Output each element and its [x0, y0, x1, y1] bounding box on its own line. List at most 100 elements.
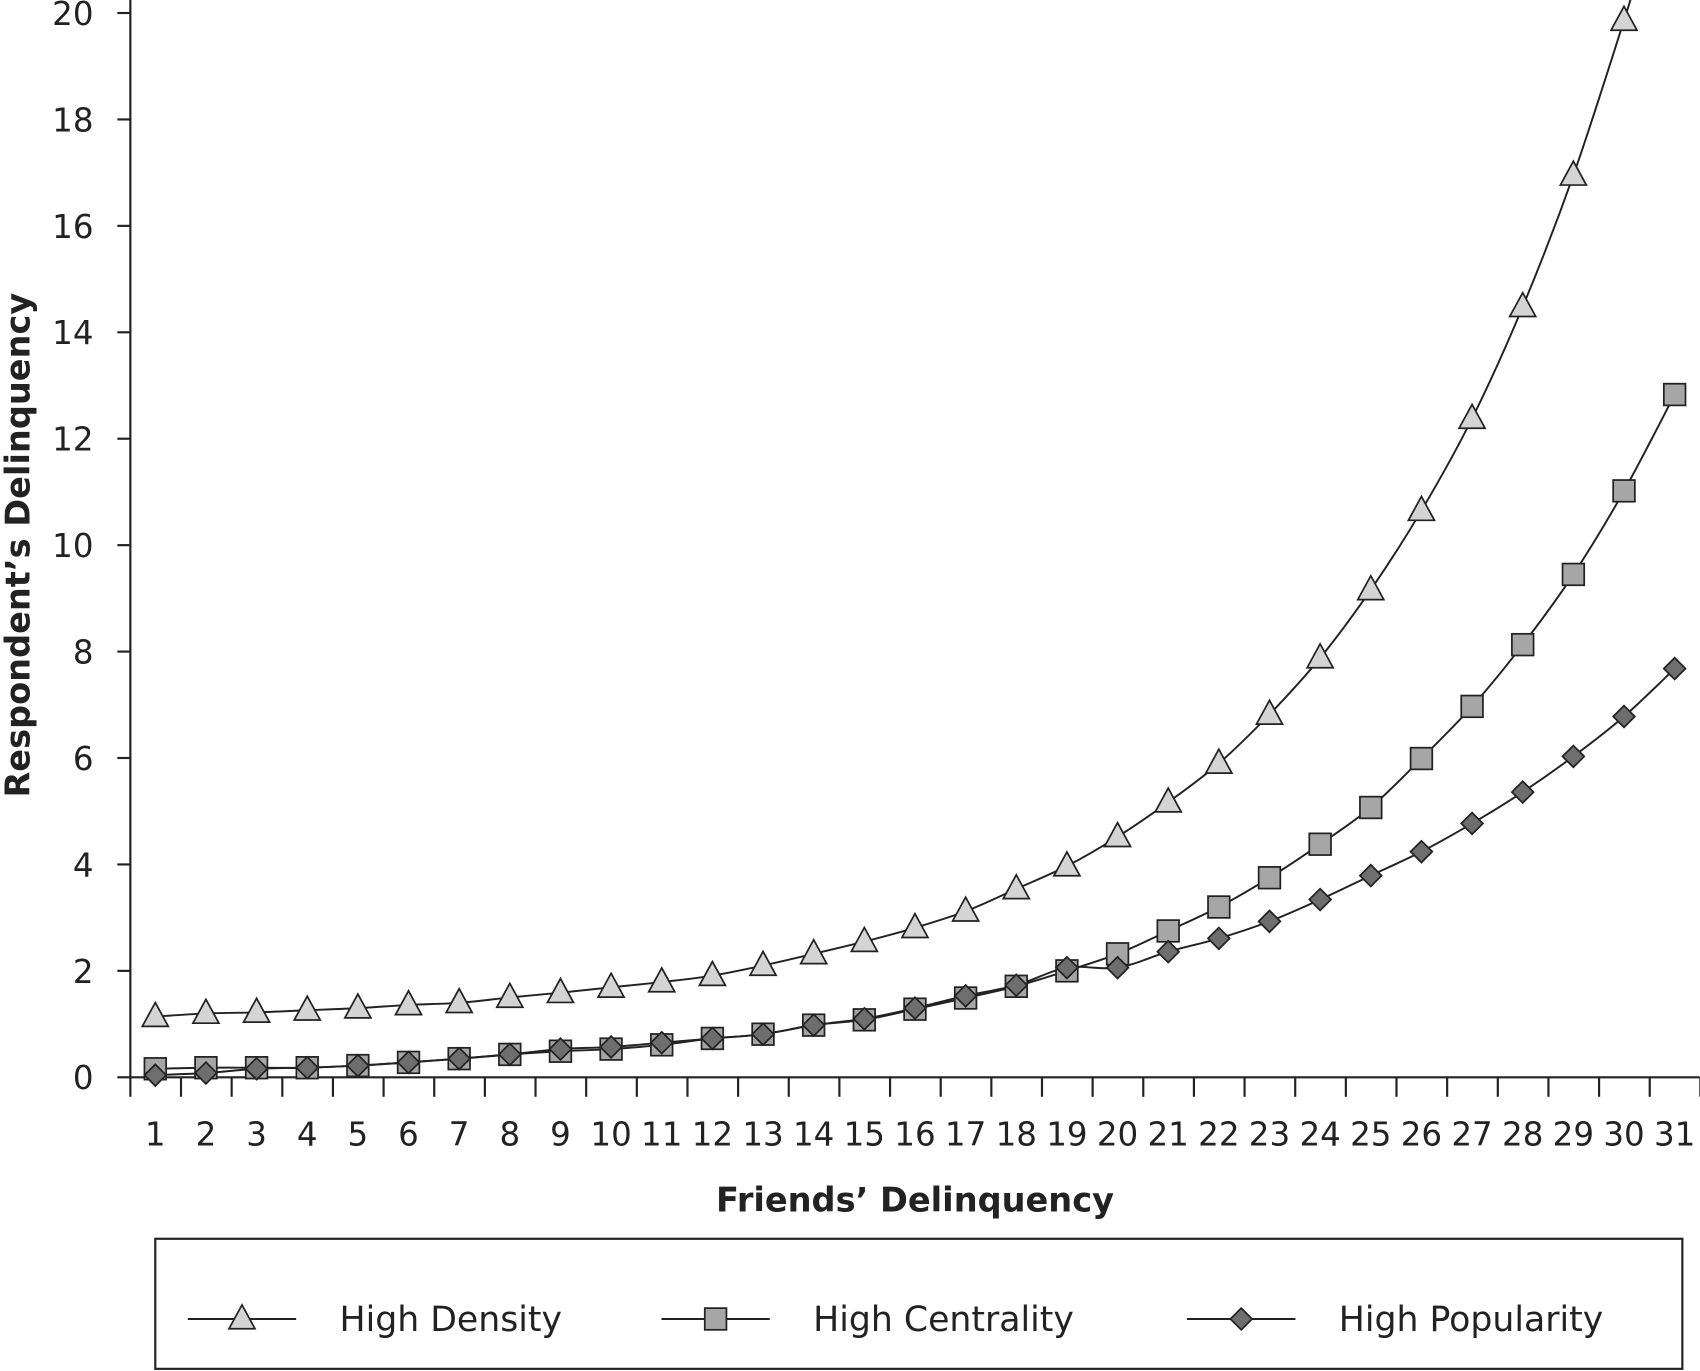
x-tick-label: 9	[550, 1116, 571, 1154]
point-high-density	[1305, 642, 1335, 669]
x-tick-label: 11	[641, 1116, 682, 1154]
point-high-density	[900, 911, 930, 939]
point-high-density	[394, 989, 423, 1016]
x-tick-label: 30	[1603, 1116, 1644, 1154]
x-tick-label: 26	[1401, 1116, 1442, 1154]
point-high-popularity	[902, 996, 928, 1021]
point-high-popularity	[852, 1006, 877, 1031]
x-tick-label: 19	[1046, 1116, 1087, 1154]
point-high-density	[1153, 786, 1183, 813]
point-high-centrality	[1156, 919, 1180, 943]
y-tick-label: 20	[52, 0, 93, 33]
point-high-centrality	[1511, 632, 1535, 657]
point-high-density	[242, 996, 272, 1023]
x-tick-label: 18	[996, 1116, 1037, 1154]
line-high-centrality	[155, 394, 1676, 1070]
x-tick-label: 1	[145, 1116, 166, 1154]
x-tick-label: 2	[196, 1116, 217, 1154]
point-high-density	[444, 986, 474, 1014]
legend-marker-high-popularity	[1229, 1306, 1254, 1332]
point-high-density	[140, 1000, 170, 1028]
point-high-popularity	[1004, 973, 1029, 998]
point-high-popularity	[599, 1034, 624, 1060]
y-tick-label: 10	[52, 527, 93, 565]
point-high-popularity	[396, 1050, 421, 1075]
point-high-popularity	[1358, 863, 1383, 888]
x-tick-label: 12	[692, 1116, 733, 1154]
y-tick-label: 2	[73, 953, 94, 991]
point-high-popularity	[497, 1042, 522, 1067]
x-tick-label: 17	[945, 1116, 986, 1154]
series-markers	[140, 4, 1687, 1088]
point-high-popularity	[345, 1053, 370, 1078]
x-tick-label: 8	[499, 1116, 520, 1154]
legend: High Density High Centrality High Populari…	[154, 1237, 1684, 1370]
x-tick-label: 7	[449, 1116, 470, 1154]
point-high-density	[495, 981, 525, 1009]
point-high-density	[1508, 290, 1538, 318]
x-tick-label: 28	[1502, 1116, 1543, 1154]
point-high-density	[849, 925, 879, 953]
x-tick-label: 20	[1097, 1116, 1138, 1154]
point-high-density	[596, 971, 626, 998]
point-high-centrality	[1662, 382, 1687, 407]
y-axis-label: Respondent’s Delinquency	[0, 293, 38, 798]
y-tick-label: 8	[73, 633, 94, 671]
point-high-density	[1356, 573, 1386, 601]
legend-marker-high-centrality	[703, 1307, 728, 1331]
x-tick-label: 16	[894, 1116, 935, 1154]
point-high-popularity	[1206, 926, 1231, 951]
point-high-popularity	[801, 1013, 826, 1038]
point-high-popularity	[1460, 811, 1485, 836]
y-tick-label: 16	[52, 208, 93, 246]
x-axis-label: Friends’ Delinquency	[716, 1181, 1114, 1220]
point-high-popularity	[447, 1046, 472, 1071]
point-high-popularity	[1561, 744, 1586, 769]
legend-label-high-centrality: High Centrality	[813, 1300, 1074, 1340]
point-high-centrality	[1308, 832, 1332, 856]
point-high-centrality	[1409, 746, 1434, 771]
x-tick-label: 29	[1553, 1116, 1594, 1154]
x-tick-label: 6	[398, 1116, 419, 1154]
x-tick-label: 5	[348, 1116, 369, 1154]
point-high-centrality	[1257, 866, 1282, 890]
y-tick-label: 4	[73, 846, 94, 884]
point-high-density	[1457, 402, 1487, 430]
x-tick-label: 13	[742, 1116, 783, 1154]
point-high-density	[1255, 698, 1284, 725]
point-high-popularity	[750, 1022, 776, 1047]
point-high-density	[951, 895, 981, 922]
point-high-popularity	[193, 1060, 218, 1086]
point-high-density	[1204, 747, 1234, 774]
x-tick-label: 21	[1148, 1116, 1189, 1154]
point-high-density	[647, 966, 677, 993]
point-high-density	[343, 992, 373, 1019]
point-high-popularity	[1611, 704, 1637, 729]
point-high-centrality	[1207, 895, 1231, 919]
point-high-density	[545, 976, 575, 1004]
x-tick-label: 15	[844, 1116, 885, 1154]
point-high-centrality	[1561, 562, 1586, 587]
point-high-popularity	[1257, 909, 1282, 934]
point-high-density	[748, 949, 778, 977]
point-high-centrality	[1359, 795, 1383, 820]
x-tick-label: 4	[297, 1116, 318, 1154]
legend-box	[154, 1237, 1684, 1370]
point-high-popularity	[1308, 887, 1333, 912]
x-tick-label: 3	[246, 1116, 267, 1154]
y-tick-label: 14	[52, 314, 93, 352]
point-high-density	[1406, 494, 1436, 522]
point-high-popularity	[295, 1055, 320, 1080]
point-high-density	[1103, 820, 1133, 848]
point-high-density	[292, 994, 322, 1021]
point-high-popularity	[1409, 839, 1434, 864]
x-tick-label: 23	[1249, 1116, 1290, 1154]
point-high-density	[1558, 159, 1588, 186]
point-high-density	[1001, 873, 1031, 900]
x-tick-label: 24	[1299, 1116, 1340, 1154]
x-tick-label: 31	[1654, 1116, 1695, 1154]
x-tick-label: 25	[1350, 1116, 1391, 1154]
x-tick-label: 27	[1451, 1116, 1492, 1154]
y-tick-label: 18	[52, 101, 93, 139]
